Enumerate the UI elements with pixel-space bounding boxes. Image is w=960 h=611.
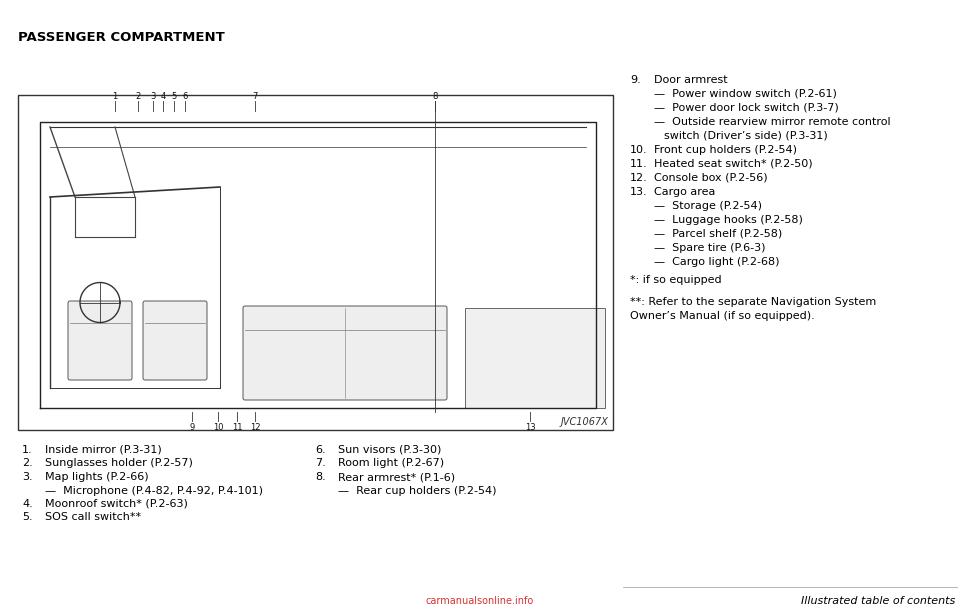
Text: Door armrest: Door armrest (654, 75, 728, 85)
Text: —  Microphone (P.4-82, P.4-92, P.4-101): — Microphone (P.4-82, P.4-92, P.4-101) (45, 486, 263, 496)
Bar (465, 308, 605, 408)
Text: 9: 9 (189, 423, 195, 432)
Text: 1.: 1. (22, 445, 33, 455)
Text: —  Power window switch (P.2-61): — Power window switch (P.2-61) (654, 89, 837, 99)
Text: carmanualsonline.info: carmanualsonline.info (426, 596, 534, 606)
Text: —  Power door lock switch (P.3-7): — Power door lock switch (P.3-7) (654, 103, 839, 113)
Text: 12: 12 (250, 423, 260, 432)
Text: 4.: 4. (22, 499, 33, 509)
Text: Sun visors (P.3-30): Sun visors (P.3-30) (338, 445, 442, 455)
Text: 13: 13 (525, 423, 536, 432)
Text: —  Storage (P.2-54): — Storage (P.2-54) (654, 201, 762, 211)
Text: Owner’s Manual (if so equipped).: Owner’s Manual (if so equipped). (630, 312, 815, 321)
FancyBboxPatch shape (143, 301, 207, 380)
Text: 11: 11 (231, 423, 242, 432)
Text: —  Spare tire (P.6-3): — Spare tire (P.6-3) (654, 243, 765, 253)
Text: 7: 7 (252, 92, 257, 101)
Text: 7.: 7. (315, 458, 325, 469)
Text: 8: 8 (432, 92, 438, 101)
Text: 6: 6 (182, 92, 188, 101)
Text: 2.: 2. (22, 458, 33, 469)
Text: Heated seat switch* (P.2-50): Heated seat switch* (P.2-50) (654, 159, 812, 169)
Text: Front cup holders (P.2-54): Front cup holders (P.2-54) (654, 145, 797, 155)
Text: Console box (P.2-56): Console box (P.2-56) (654, 173, 768, 183)
Text: Cargo area: Cargo area (654, 187, 715, 197)
Text: 6.: 6. (315, 445, 325, 455)
Text: 10.: 10. (630, 145, 648, 155)
FancyBboxPatch shape (68, 301, 132, 380)
Text: —  Cargo light (P.2-68): — Cargo light (P.2-68) (654, 257, 780, 267)
Text: 1: 1 (112, 92, 118, 101)
Text: Room light (P.2-67): Room light (P.2-67) (338, 458, 444, 469)
Text: 4: 4 (160, 92, 166, 101)
Text: 10: 10 (213, 423, 224, 432)
Text: 5.: 5. (22, 513, 33, 522)
Text: 0-5: 0-5 (955, 596, 960, 606)
Text: —  Parcel shelf (P.2-58): — Parcel shelf (P.2-58) (654, 229, 782, 239)
Text: Sunglasses holder (P.2-57): Sunglasses holder (P.2-57) (45, 458, 193, 469)
Text: switch (Driver’s side) (P.3-31): switch (Driver’s side) (P.3-31) (664, 131, 828, 141)
Text: 13.: 13. (630, 187, 648, 197)
Text: 12.: 12. (630, 173, 648, 183)
Text: 8.: 8. (315, 472, 325, 482)
Text: Moonroof switch* (P.2-63): Moonroof switch* (P.2-63) (45, 499, 188, 509)
Text: 9.: 9. (630, 75, 640, 85)
Text: 11.: 11. (630, 159, 648, 169)
Text: 2: 2 (135, 92, 140, 101)
Text: Rear armrest* (P.1-6): Rear armrest* (P.1-6) (338, 472, 455, 482)
Bar (18, 95, 613, 430)
Text: **: Refer to the separate Navigation System: **: Refer to the separate Navigation Sys… (630, 298, 876, 307)
FancyBboxPatch shape (243, 306, 447, 400)
Text: JVC1067X: JVC1067X (560, 417, 608, 427)
Text: 3.: 3. (22, 472, 33, 482)
Text: 3: 3 (151, 92, 156, 101)
Text: —  Outside rearview mirror remote control: — Outside rearview mirror remote control (654, 117, 891, 127)
Text: 5: 5 (172, 92, 177, 101)
Text: PASSENGER COMPARTMENT: PASSENGER COMPARTMENT (18, 31, 225, 44)
Text: SOS call switch**: SOS call switch** (45, 513, 141, 522)
Text: Illustrated table of contents: Illustrated table of contents (801, 596, 955, 606)
Text: —  Rear cup holders (P.2-54): — Rear cup holders (P.2-54) (338, 486, 496, 496)
Text: Inside mirror (P.3-31): Inside mirror (P.3-31) (45, 445, 161, 455)
Text: Map lights (P.2-66): Map lights (P.2-66) (45, 472, 149, 482)
Text: *: if so equipped: *: if so equipped (630, 275, 722, 285)
Text: —  Luggage hooks (P.2-58): — Luggage hooks (P.2-58) (654, 215, 803, 225)
